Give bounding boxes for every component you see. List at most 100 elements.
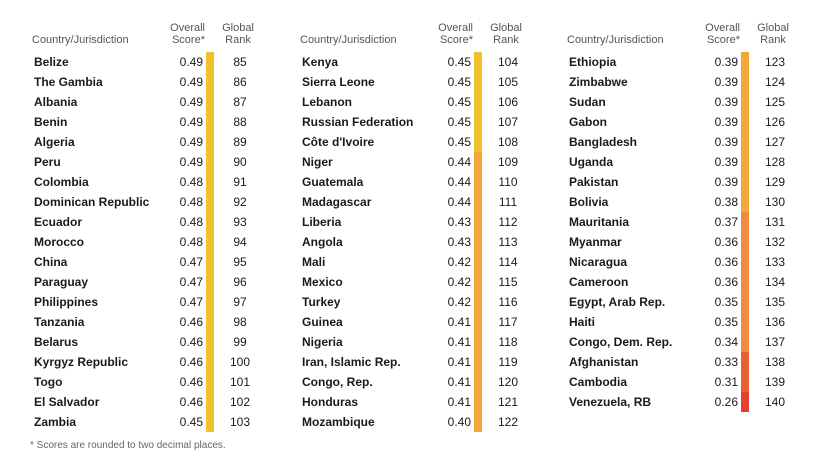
- global-rank: 139: [764, 375, 786, 389]
- score-color-bar: [206, 132, 214, 152]
- country-name: Guatemala: [302, 175, 364, 189]
- score-color-bar: [741, 332, 749, 352]
- country-name: Uganda: [569, 155, 614, 169]
- overall-score: 0.35: [714, 295, 738, 309]
- global-rank: 94: [233, 235, 247, 249]
- global-rank: 89: [233, 135, 247, 149]
- score-color-bar: [741, 132, 749, 152]
- footnote: * Scores are rounded to two decimal plac…: [30, 440, 226, 451]
- score-color-bar: [206, 392, 214, 412]
- global-rank: 85: [233, 55, 247, 69]
- score-color-bar: [206, 72, 214, 92]
- overall-score: 0.39: [714, 55, 738, 69]
- country-name: Sierra Leone: [302, 75, 375, 89]
- overall-score: 0.37: [714, 215, 738, 229]
- score-color-bar: [206, 372, 214, 392]
- overall-score: 0.45: [179, 415, 203, 429]
- score-color-bar: [741, 72, 749, 92]
- overall-score: 0.43: [447, 235, 471, 249]
- overall-score: 0.49: [179, 115, 203, 129]
- country-name: Peru: [34, 155, 61, 169]
- global-rank: 110: [498, 175, 518, 189]
- rank-column-header: Global Rank: [490, 22, 522, 46]
- score-color-bar: [474, 252, 482, 272]
- score-color-bar: [474, 312, 482, 332]
- global-rank: 118: [498, 335, 518, 349]
- overall-score: 0.26: [714, 395, 738, 409]
- country-name: Niger: [302, 155, 333, 169]
- score-color-bar: [741, 252, 749, 272]
- overall-score: 0.31: [714, 375, 738, 389]
- country-name: Pakistan: [569, 175, 619, 189]
- score-color-bar: [206, 332, 214, 352]
- global-rank: 111: [498, 195, 518, 209]
- global-rank: 121: [497, 395, 519, 409]
- global-rank: 88: [233, 115, 247, 129]
- country-column-header: Country/Jurisdiction: [300, 34, 397, 46]
- global-rank: 99: [233, 335, 247, 349]
- score-color-bar: [474, 412, 482, 432]
- score-color-bar: [741, 312, 749, 332]
- country-name: Zambia: [34, 415, 77, 429]
- overall-score: 0.39: [714, 115, 738, 129]
- country-name: Egypt, Arab Rep.: [569, 295, 666, 309]
- score-color-bar: [474, 172, 482, 192]
- global-rank: 108: [497, 135, 519, 149]
- overall-score: 0.38: [714, 195, 738, 209]
- country-name: Iran, Islamic Rep.: [302, 355, 401, 369]
- global-rank: 115: [498, 275, 518, 289]
- country-name: Afghanistan: [569, 355, 639, 369]
- country-name: Sudan: [569, 95, 606, 109]
- overall-score: 0.46: [179, 335, 203, 349]
- country-name: Myanmar: [569, 235, 622, 249]
- overall-score: 0.45: [447, 75, 471, 89]
- score-color-bar: [474, 92, 482, 112]
- global-rank: 120: [497, 375, 519, 389]
- overall-score: 0.41: [447, 335, 471, 349]
- score-color-bar: [206, 192, 214, 212]
- country-name: Zimbabwe: [569, 75, 628, 89]
- country-name: Dominican Republic: [34, 195, 150, 209]
- global-rank: 91: [233, 175, 247, 189]
- country-name: Kenya: [302, 55, 339, 69]
- country-name: Kyrgyz Republic: [34, 355, 129, 369]
- global-rank: 130: [764, 195, 786, 209]
- global-rank: 104: [497, 55, 519, 69]
- country-name: Madagascar: [302, 195, 372, 209]
- global-rank: 136: [764, 315, 786, 329]
- score-color-bar: [741, 92, 749, 112]
- global-rank: 112: [498, 215, 518, 229]
- country-name: Benin: [34, 115, 68, 129]
- overall-score: 0.46: [179, 395, 203, 409]
- score-color-bar: [741, 352, 749, 372]
- global-rank: 113: [498, 235, 518, 249]
- global-rank: 134: [764, 275, 786, 289]
- score-color-bar: [741, 152, 749, 172]
- overall-score: 0.49: [179, 55, 203, 69]
- score-color-bar: [474, 272, 482, 292]
- rank-column-header: Global Rank: [222, 22, 254, 46]
- country-name: Congo, Dem. Rep.: [569, 335, 673, 349]
- country-name: Colombia: [34, 175, 89, 189]
- score-color-bar: [474, 152, 482, 172]
- country-name: Paraguay: [34, 275, 89, 289]
- country-name: Mali: [302, 255, 326, 269]
- global-rank: 133: [764, 255, 786, 269]
- country-name: Philippines: [34, 295, 99, 309]
- country-name: Cambodia: [569, 375, 628, 389]
- score-color-bar: [206, 92, 214, 112]
- country-name: Russian Federation: [302, 115, 414, 129]
- country-name: Togo: [34, 375, 63, 389]
- overall-score: 0.49: [179, 155, 203, 169]
- overall-score: 0.39: [714, 155, 738, 169]
- global-rank: 125: [764, 95, 786, 109]
- score-column-header: Overall Score*: [170, 22, 205, 46]
- country-name: Liberia: [302, 215, 342, 229]
- country-name: Côte d'Ivoire: [302, 135, 375, 149]
- country-name: Bangladesh: [569, 135, 638, 149]
- global-rank: 86: [233, 75, 247, 89]
- score-color-bar: [474, 392, 482, 412]
- overall-score: 0.36: [714, 235, 738, 249]
- score-color-bar: [741, 192, 749, 212]
- overall-score: 0.39: [714, 95, 738, 109]
